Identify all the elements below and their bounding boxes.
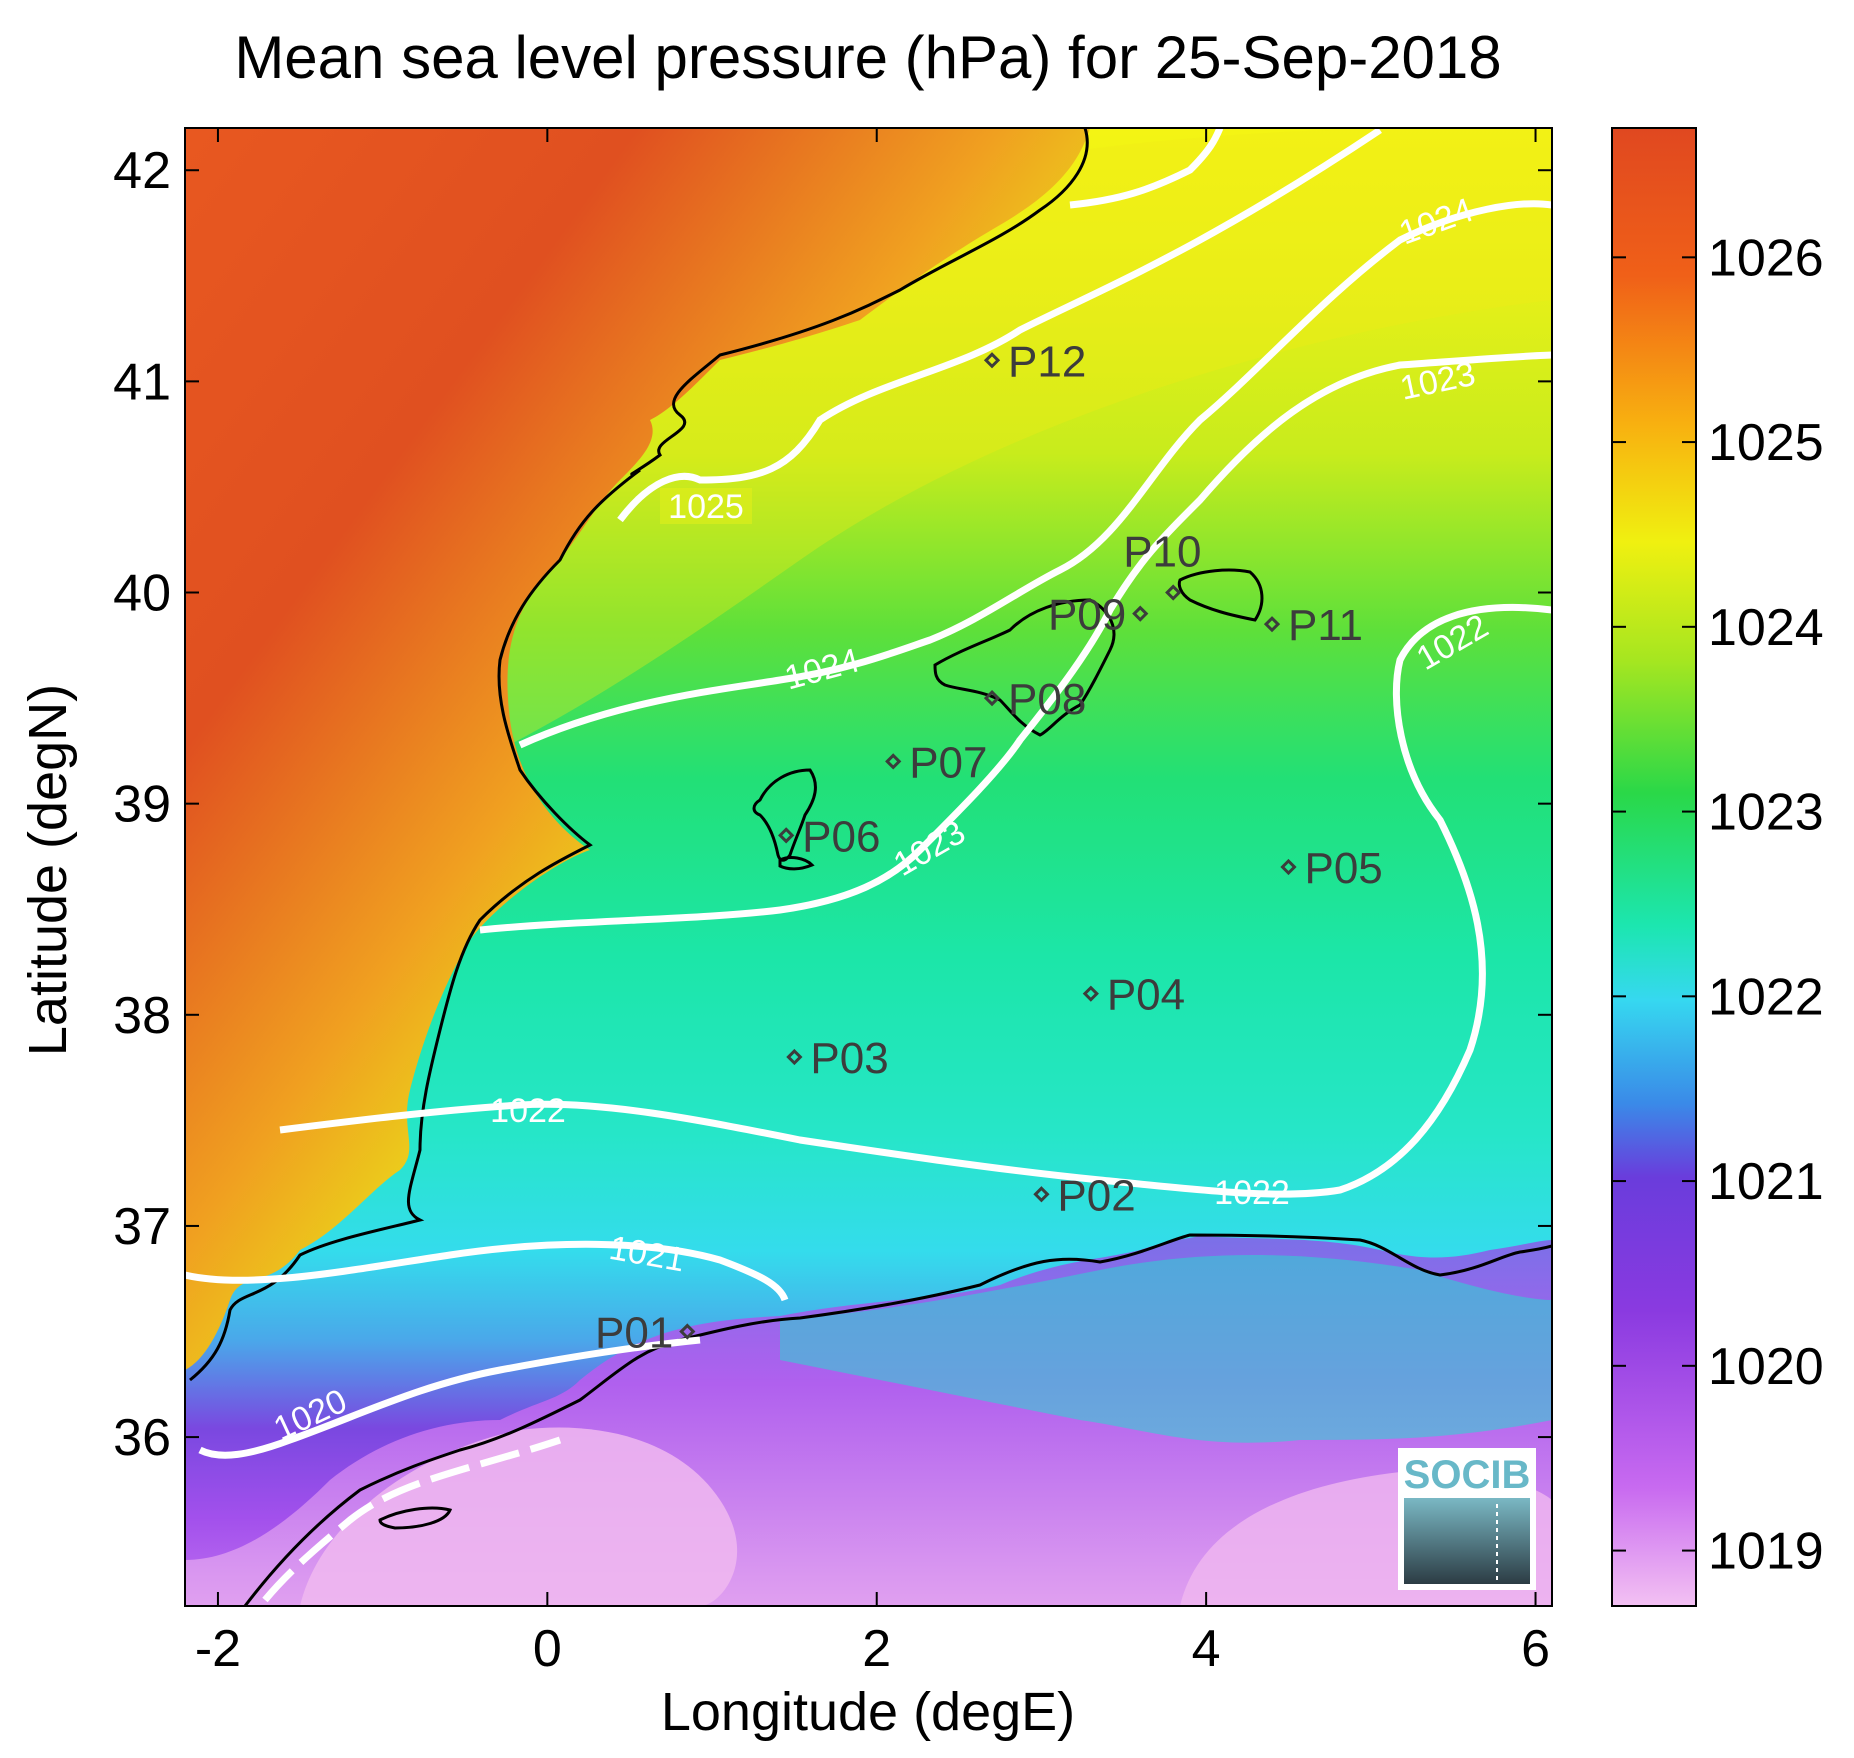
station-label: P10 <box>1123 528 1201 577</box>
isobar-label-1025: 1025 <box>660 488 752 526</box>
station-marker-icon <box>1132 605 1149 622</box>
station-p01: P01 <box>595 1309 696 1358</box>
station-label: P03 <box>810 1034 888 1083</box>
isobar-label-1022-b: 1022 <box>1214 1174 1290 1212</box>
colorbar-tick-label: 1019 <box>1708 1523 1824 1581</box>
coastline-menorca <box>1177 568 1264 622</box>
colorbar-ticks: 1019 1020 1021 1022 1023 1024 1025 1026 <box>1612 229 1824 1581</box>
station-p06: P06 <box>778 812 880 861</box>
station-marker-icon <box>778 827 795 844</box>
x-tick-label: -2 <box>195 1620 241 1678</box>
station-marker-icon <box>983 689 1001 707</box>
x-axis-label: Longitude (degE) <box>661 1682 1075 1742</box>
y-tick-label: 36 <box>113 1409 171 1467</box>
isobar-1021 <box>185 1240 789 1302</box>
station-p03: P03 <box>786 1034 889 1083</box>
plot-frame <box>184 127 1553 1607</box>
station-label: P09 <box>1048 591 1126 640</box>
y-axis: 36 37 38 39 40 41 42 <box>113 142 1552 1467</box>
socib-logo-text: SOCIB <box>1404 1453 1531 1497</box>
station-marker-icon <box>1165 584 1182 601</box>
map-plot-area: 1025 1024 1024 1023 1023 1022 1022 1022 … <box>185 128 1552 1606</box>
station-p07: P07 <box>885 738 988 787</box>
y-tick-label: 40 <box>113 565 171 623</box>
station-label: P06 <box>802 812 880 861</box>
station-marker-icon <box>1263 616 1281 633</box>
africa-pink-patch <box>300 1427 738 1606</box>
station-p02: P02 <box>1033 1171 1136 1220</box>
isobar-1024 <box>518 200 1552 749</box>
y-axis-label: Latitude (degN) <box>18 684 78 1056</box>
colorbar-tick-label: 1024 <box>1708 599 1824 657</box>
station-label: P08 <box>1008 675 1086 724</box>
station-p12: P12 <box>983 337 1086 386</box>
station-label: P05 <box>1304 844 1382 893</box>
colorbar-gradient <box>1611 127 1697 1607</box>
station-marker-icon <box>1033 1186 1050 1203</box>
colorbar-tick-label: 1023 <box>1708 784 1824 842</box>
isobar-1020-south <box>262 1436 562 1603</box>
colorbar-tick-label: 1021 <box>1708 1153 1824 1211</box>
coastline-ibiza <box>752 768 817 862</box>
spain-land <box>185 128 1090 1370</box>
station-marker-icon <box>679 1323 696 1340</box>
station-p08: P08 <box>983 675 1086 724</box>
station-p05: P05 <box>1280 844 1383 893</box>
station-marker-icon <box>885 753 902 770</box>
station-marker-icon <box>1280 858 1297 876</box>
isobar-1025-north <box>1069 128 1224 209</box>
x-tick-label: 2 <box>862 1620 891 1678</box>
station-label: P01 <box>595 1309 673 1358</box>
socib-logo: SOCIB <box>1398 1448 1536 1590</box>
coastline-mallorca <box>933 598 1116 737</box>
station-marker-icon <box>786 1048 803 1066</box>
station-label: P02 <box>1057 1171 1135 1220</box>
station-p10: P10 <box>1123 528 1201 601</box>
station-label: P11 <box>1288 601 1363 650</box>
svg-text:1025: 1025 <box>668 488 744 526</box>
x-tick-label: 6 <box>1521 1620 1550 1678</box>
station-label: P04 <box>1107 971 1185 1020</box>
x-tick-label: 0 <box>533 1620 562 1678</box>
y-tick-label: 41 <box>113 353 171 411</box>
colorbar-tick-label: 1026 <box>1708 229 1824 287</box>
x-axis: -2 0 2 4 6 <box>195 128 1550 1678</box>
chart-title: Mean sea level pressure (hPa) for 25-Sep… <box>234 24 1501 91</box>
colorbar-tick-label: 1020 <box>1708 1338 1824 1396</box>
station-marker-icon <box>1082 985 1099 1002</box>
coastline-africa <box>243 1233 1552 1606</box>
x-tick-label: 4 <box>1192 1620 1221 1678</box>
y-tick-label: 37 <box>113 1198 171 1256</box>
station-markers: P01 P02 P03 P04 P05 P06 P07 P08 P09 P10 P11 P12 <box>595 337 1383 1357</box>
station-marker-icon <box>983 352 1001 369</box>
station-p09: P09 <box>1048 591 1149 640</box>
isobar-1023 <box>479 351 1552 934</box>
isobar-1022 <box>279 604 1552 1198</box>
isobar-1020 <box>198 1336 701 1459</box>
y-tick-label: 39 <box>113 776 171 834</box>
coastline-iberia <box>189 128 1089 1382</box>
y-tick-label: 38 <box>113 987 171 1045</box>
africa-teal-patch <box>780 1255 1552 1443</box>
colorbar-tick-label: 1022 <box>1708 968 1824 1026</box>
station-label: P07 <box>909 738 987 787</box>
colorbar: 1019 1020 1021 1022 1023 1024 1025 1026 <box>1611 127 1824 1607</box>
coastline-alboran <box>378 1506 453 1530</box>
y-tick-label: 42 <box>113 142 171 200</box>
station-label: P12 <box>1008 337 1086 386</box>
coastline-formentera <box>778 856 815 871</box>
isobar-label-1022-a: 1022 <box>490 1092 566 1130</box>
colorbar-tick-label: 1025 <box>1708 414 1824 472</box>
station-p11: P11 <box>1263 601 1363 650</box>
isobar-1025 <box>617 128 1382 523</box>
station-p04: P04 <box>1082 971 1185 1020</box>
